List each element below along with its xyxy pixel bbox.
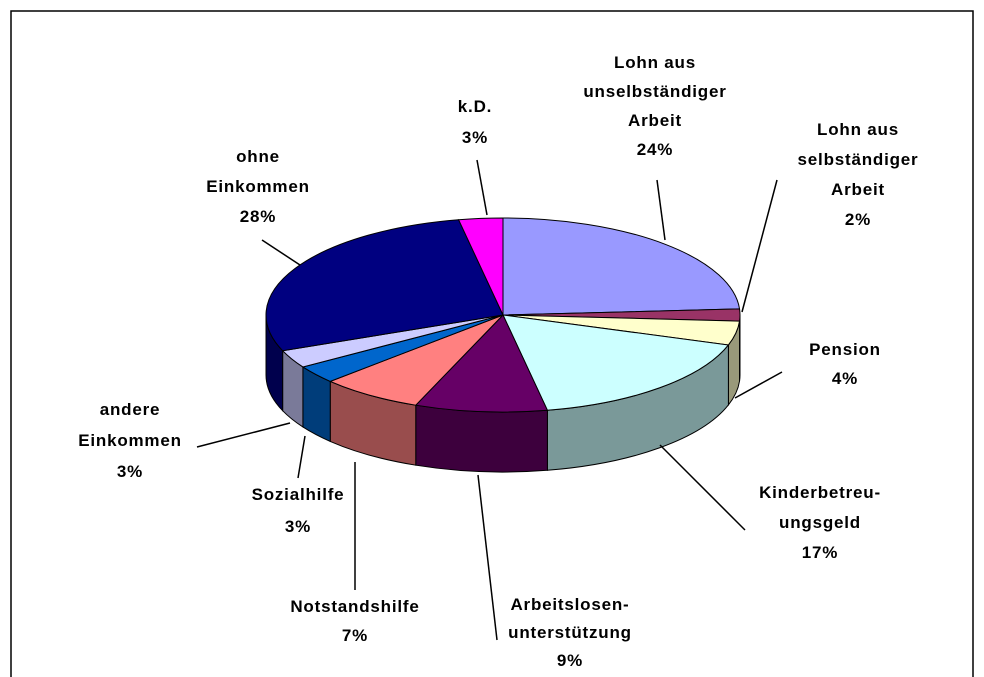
slice [457,217,504,316]
leader-line [477,474,498,641]
slice-label-line: Sozialhilfe [252,485,345,504]
slice-label: Sozialhilfe [252,485,345,504]
slice-label: Lohn aus selbständiger Arbeit [798,120,919,199]
value-label: 24% [637,140,673,159]
slice [502,314,730,411]
slice-label: k.D. [458,97,492,116]
leader-line [297,435,306,479]
slice-label-line: Kinderbetreu- [759,483,881,502]
value-label: 3% [285,517,311,536]
leader-line [734,371,783,399]
slice [328,314,504,406]
leader-line [656,179,666,241]
slice-label: andere Einkommen [78,400,182,450]
slice-side [415,404,548,473]
slice-label: Kinderbetreu-ungsgeld [759,483,881,532]
slice-label-line: Notstandshilfe [290,597,419,616]
slice [265,219,504,352]
value-label: 17% [802,543,838,562]
slice-label-line: andere [100,400,161,419]
value-label: 2% [845,210,871,229]
slice-label-line: Arbeitslosen- [510,595,629,614]
value-label: 9% [557,651,583,670]
slice [414,314,549,413]
slice-label-line: Arbeit [628,111,682,130]
slice-label-line: Einkommen [206,177,310,196]
value-label: 3% [117,462,143,481]
leader-line [741,179,778,313]
slice-label: Arbeitslosen-unterstützung [508,595,632,642]
slice-label-line: ohne [236,147,280,166]
slice-label-line: unterstützung [508,623,632,642]
leader-line [261,239,301,266]
slice-label-line: Einkommen [78,431,182,450]
slice-label-line: Lohn aus [614,53,696,72]
leader-line [196,422,291,448]
value-label: 4% [832,369,858,388]
leader-line [476,159,488,216]
slice-label-line: ungsgeld [779,513,861,532]
slice-label-line: Pension [809,340,881,359]
slice-label: Pension [809,340,881,359]
slice-label-line: unselbständiger [583,82,726,101]
slice-label: Lohn aus unselbständiger Arbeit [583,53,726,130]
value-label: 7% [342,626,368,645]
value-label: 3% [462,128,488,147]
leader-line [659,444,746,531]
slice-label-line: Lohn aus [817,120,899,139]
value-label: 28% [240,207,276,226]
slice-label-line: Arbeit [831,180,885,199]
slice-label-line: selbständiger [798,150,919,169]
slice-label: Notstandshilfe [290,597,419,616]
slice-label: ohne Einkommen [206,147,310,196]
slice-label-line: k.D. [458,97,492,116]
slice [502,217,741,316]
